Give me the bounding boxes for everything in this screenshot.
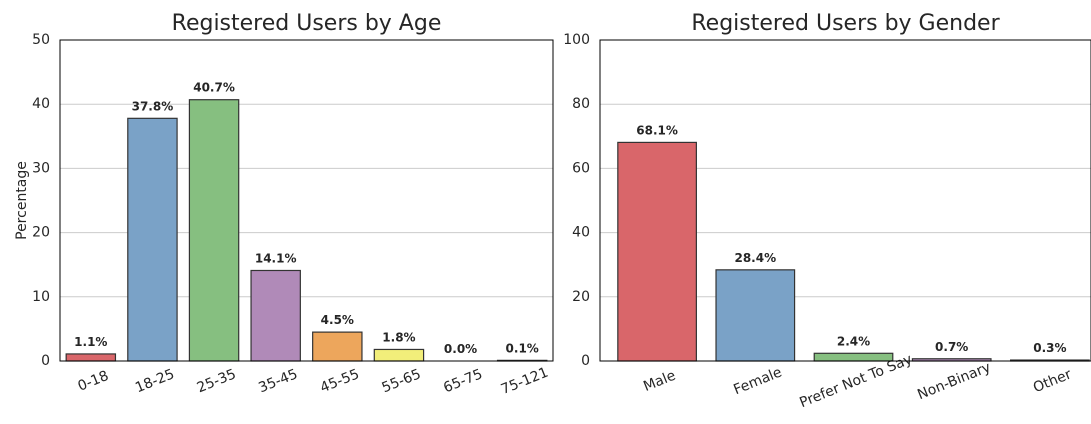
value-label: 14.1% bbox=[255, 251, 297, 265]
bar bbox=[373, 348, 425, 362]
value-label: 1.8% bbox=[382, 330, 415, 344]
x-tick-label: 0-18 bbox=[76, 368, 111, 395]
y-tick-label: 50 bbox=[32, 32, 50, 48]
value-label: 0.7% bbox=[935, 340, 968, 354]
x-tick-label: 45-55 bbox=[318, 366, 362, 396]
y-tick-label: 20 bbox=[32, 225, 50, 241]
x-tick-label: 25-35 bbox=[195, 366, 239, 396]
y-tick-label: 80 bbox=[572, 96, 590, 112]
x-tick-label: 75-121 bbox=[499, 365, 551, 398]
value-label: 40.7% bbox=[193, 81, 235, 95]
bar bbox=[715, 269, 796, 362]
y-tick-label: 60 bbox=[572, 160, 590, 176]
plot-frame bbox=[599, 39, 1091, 362]
x-tick-label: 18-25 bbox=[133, 366, 177, 396]
y-axis-label: Percentage bbox=[14, 161, 30, 240]
bar bbox=[813, 352, 894, 362]
value-label: 4.5% bbox=[321, 313, 354, 327]
x-tick-label: 65-75 bbox=[441, 366, 485, 396]
x-tick-label: Male bbox=[641, 368, 678, 395]
y-tick-label: 20 bbox=[572, 289, 590, 305]
y-tick-label: 40 bbox=[572, 225, 590, 241]
y-tick-label: 40 bbox=[32, 96, 50, 112]
x-tick-label: 35-45 bbox=[256, 366, 300, 396]
chart-title: Registered Users by Gender bbox=[691, 11, 1000, 36]
x-tick-label: Other bbox=[1031, 366, 1074, 396]
y-tick-label: 30 bbox=[32, 160, 50, 176]
bar bbox=[65, 353, 117, 362]
value-label: 1.1% bbox=[74, 335, 107, 349]
value-label: 0.1% bbox=[506, 341, 539, 355]
bar bbox=[312, 331, 363, 362]
value-label: 68.1% bbox=[636, 123, 678, 137]
value-label: 28.4% bbox=[734, 251, 776, 265]
y-tick-label: 100 bbox=[563, 32, 590, 48]
bar bbox=[617, 141, 697, 362]
value-label: 37.8% bbox=[132, 99, 174, 113]
bar bbox=[188, 99, 240, 362]
plot-frame bbox=[59, 39, 554, 362]
x-tick-label: Non-Binary bbox=[915, 359, 993, 403]
value-label: 2.4% bbox=[837, 334, 870, 348]
y-tick-label: 0 bbox=[581, 353, 590, 369]
chart-title: Registered Users by Age bbox=[172, 11, 442, 36]
x-tick-label: Female bbox=[731, 364, 784, 398]
y-tick-label: 0 bbox=[41, 353, 50, 369]
bar bbox=[250, 269, 301, 362]
value-label: 0.3% bbox=[1033, 341, 1066, 355]
value-label: 0.0% bbox=[444, 342, 477, 356]
x-tick-label: 55-65 bbox=[380, 366, 424, 396]
y-tick-label: 10 bbox=[32, 289, 50, 305]
bar bbox=[127, 117, 178, 362]
